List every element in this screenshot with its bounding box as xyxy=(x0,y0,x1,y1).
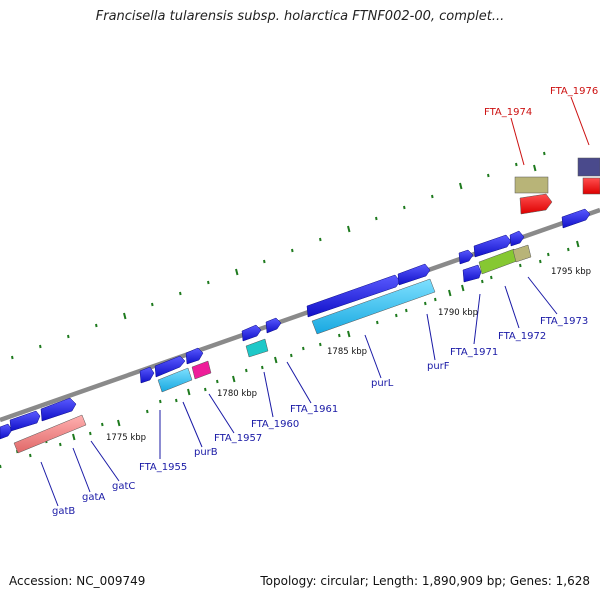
gene-box xyxy=(191,360,212,380)
gene-arrow xyxy=(9,410,41,432)
gene-label-purL[interactable]: purL xyxy=(371,378,394,389)
gene-box xyxy=(512,244,532,263)
tick-marks xyxy=(0,151,580,469)
kbp-label-1775: 1775 kbp xyxy=(106,433,146,443)
kbp-label-1790: 1790 kbp xyxy=(438,308,478,318)
gene-label-purF[interactable]: purF xyxy=(427,361,450,372)
gene-box xyxy=(311,278,436,335)
accession-label: Accession: NC_009749 xyxy=(9,574,146,588)
gene-arrow xyxy=(241,324,262,342)
gene-label-FTA_1971[interactable]: FTA_1971 xyxy=(450,347,498,358)
gene-arrow xyxy=(185,347,204,365)
forward-genes xyxy=(0,208,591,440)
upper-genes xyxy=(514,157,600,215)
kbp-label-1780: 1780 kbp xyxy=(217,389,257,399)
gene-label-FTA_1961[interactable]: FTA_1961 xyxy=(290,404,338,415)
gene-arrow xyxy=(0,423,13,440)
gene-box xyxy=(13,414,87,454)
gene-box xyxy=(582,177,600,195)
gene-label-gatB[interactable]: gatB xyxy=(52,506,75,517)
gene-label-FTA_1972[interactable]: FTA_1972 xyxy=(498,331,546,342)
gene-arrow xyxy=(462,264,482,283)
gene-box xyxy=(577,157,600,177)
gene-arrow xyxy=(306,274,401,318)
kbp-label-1785: 1785 kbp xyxy=(327,347,367,357)
inner-tick-row xyxy=(11,151,546,360)
gene-label-gatA[interactable]: gatA xyxy=(82,492,105,503)
gene-arrow xyxy=(40,397,77,422)
gene-arrow xyxy=(265,317,282,334)
gene-box xyxy=(245,338,269,358)
gene-arrow xyxy=(397,263,431,286)
gene-label-FTA_1960[interactable]: FTA_1960 xyxy=(251,419,299,430)
gene-arrow xyxy=(139,366,155,384)
gene-arrow xyxy=(519,193,553,215)
track-genes xyxy=(13,244,532,454)
kbp-label-1795: 1795 kbp xyxy=(551,267,591,277)
gene-label-FTA_1957[interactable]: FTA_1957 xyxy=(214,433,262,444)
gene-arrow xyxy=(473,234,512,258)
gene-label-purB[interactable]: purB xyxy=(194,447,218,458)
gene-label-gatC[interactable]: gatC xyxy=(112,481,135,492)
gene-label-FTA_1973[interactable]: FTA_1973 xyxy=(540,316,588,327)
label-leaders xyxy=(40,96,590,507)
gene-label-FTA_1976[interactable]: FTA_1976 xyxy=(550,86,598,97)
gene-label-FTA_1955[interactable]: FTA_1955 xyxy=(139,462,187,473)
gene-arrow xyxy=(509,230,525,247)
gene-box xyxy=(157,367,193,393)
gene-label-FTA_1974[interactable]: FTA_1974 xyxy=(484,107,532,118)
gene-arrow xyxy=(154,355,186,378)
map-title: Francisella tularensis subsp. holarctica… xyxy=(95,9,505,24)
outer-tick-row xyxy=(0,240,580,469)
gene-box xyxy=(514,176,549,194)
gene-arrow xyxy=(458,249,474,265)
genome-summary: Topology: circular; Length: 1,890,909 bp… xyxy=(260,574,590,588)
gene-arrow xyxy=(561,208,591,229)
